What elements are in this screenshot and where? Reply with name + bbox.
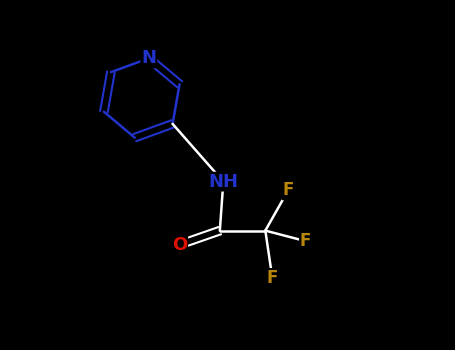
Text: O: O bbox=[172, 236, 187, 254]
Text: F: F bbox=[300, 232, 311, 250]
Text: F: F bbox=[283, 181, 294, 200]
Text: F: F bbox=[267, 269, 278, 287]
Text: N: N bbox=[141, 49, 156, 67]
Text: NH: NH bbox=[208, 173, 238, 191]
